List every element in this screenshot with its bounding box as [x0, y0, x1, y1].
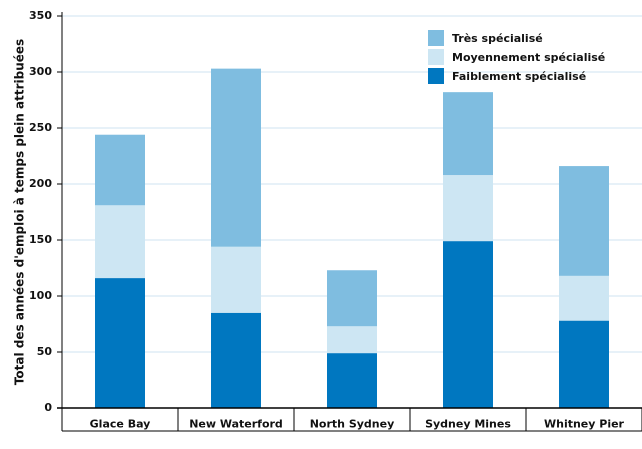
- y-tick-label: 150: [29, 233, 52, 246]
- bar-segment: [327, 326, 377, 354]
- y-axis-label: Total des années d'emploi à temps plein …: [13, 39, 27, 385]
- bar-segment: [443, 175, 493, 242]
- bar-segment: [559, 275, 609, 321]
- legend-label: Faiblement spécialisé: [452, 70, 586, 83]
- bar-segment: [211, 246, 261, 313]
- y-tick-label: 0: [44, 401, 52, 414]
- bar-segment: [327, 353, 377, 408]
- bar-segment: [559, 320, 609, 408]
- y-tick-label: 250: [29, 121, 52, 134]
- x-tick-label: Whitney Pier: [544, 418, 625, 431]
- legend-swatch: [428, 49, 444, 65]
- legend-swatch: [428, 30, 444, 46]
- bar-segment: [559, 166, 609, 276]
- bar-segment: [95, 134, 145, 206]
- x-tick-label: North Sydney: [310, 418, 395, 431]
- legend-label: Très spécialisé: [452, 32, 543, 45]
- bar-segment: [95, 205, 145, 279]
- y-tick-label: 200: [29, 177, 52, 190]
- bar-segment: [443, 92, 493, 176]
- x-tick-label: Glace Bay: [90, 418, 151, 431]
- y-tick-label: 50: [37, 345, 53, 358]
- bar-segment: [327, 270, 377, 327]
- x-tick-label: New Waterford: [189, 418, 283, 431]
- x-tick-label: Sydney Mines: [425, 418, 511, 431]
- y-tick-label: 100: [29, 289, 52, 302]
- y-tick-label: 350: [29, 9, 52, 22]
- bar-segment: [211, 68, 261, 247]
- bar-segment: [443, 241, 493, 408]
- y-tick-label: 300: [29, 65, 52, 78]
- bar-segment: [95, 278, 145, 408]
- legend-label: Moyennement spécialisé: [452, 51, 605, 64]
- bar-segment: [211, 312, 261, 408]
- legend-swatch: [428, 68, 444, 84]
